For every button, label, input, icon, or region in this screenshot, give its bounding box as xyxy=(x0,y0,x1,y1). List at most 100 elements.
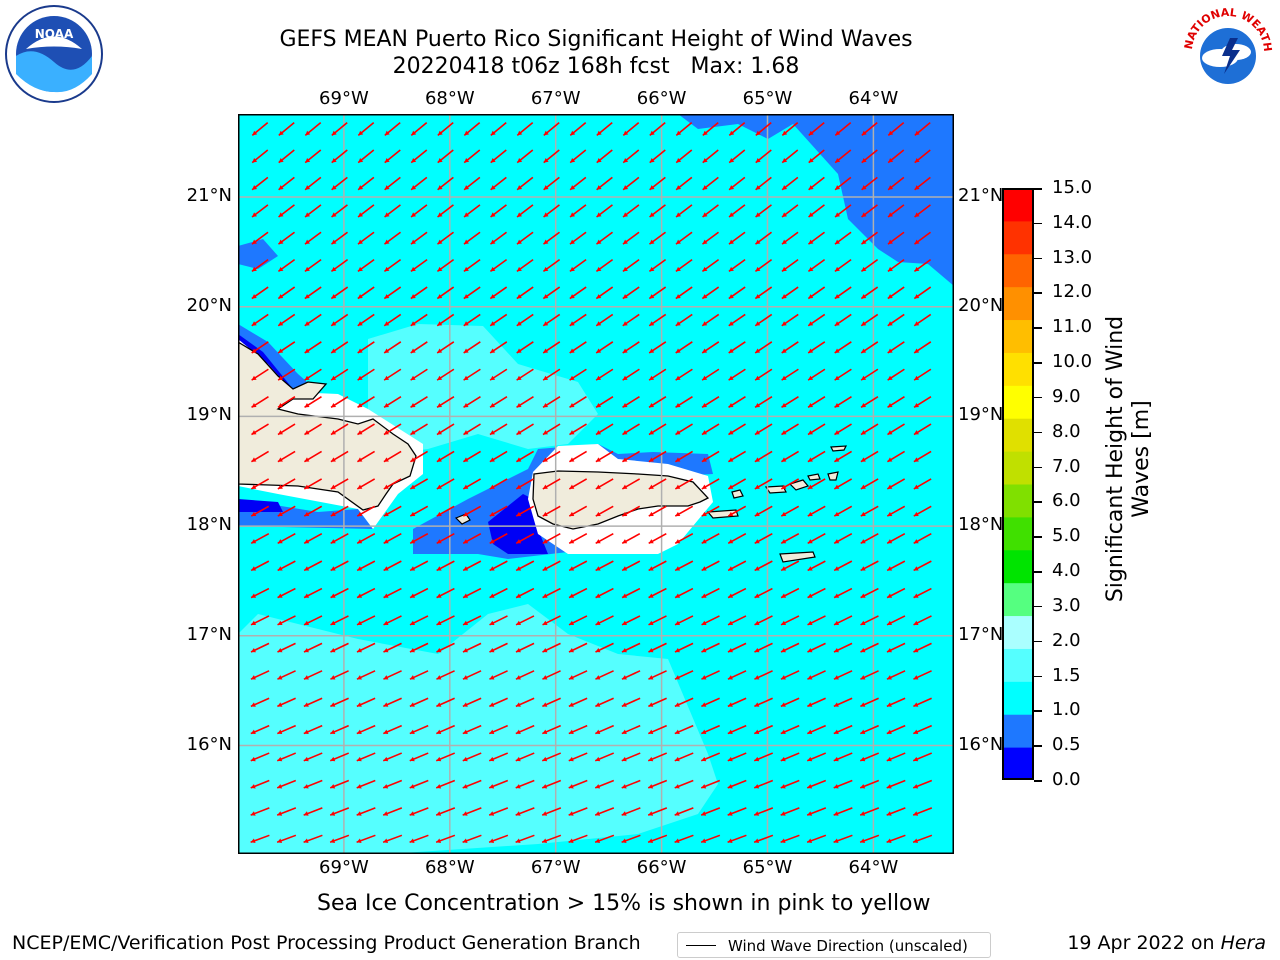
wave-direction-arrow xyxy=(834,341,852,354)
wave-direction-arrow xyxy=(833,587,853,599)
wave-direction-arrow xyxy=(833,533,853,544)
wave-direction-arrow xyxy=(357,122,375,136)
wave-direction-arrow xyxy=(648,231,667,245)
wave-direction-arrow xyxy=(727,670,747,680)
wave-direction-arrow xyxy=(727,752,747,762)
wave-direction-arrow xyxy=(515,642,535,653)
chart-title: GEFS MEAN Puerto Rico Significant Height… xyxy=(279,27,913,52)
wave-direction-arrow xyxy=(781,368,799,381)
wave-direction-arrow xyxy=(913,286,932,300)
wave-direction-arrow xyxy=(409,450,429,463)
colorbar-segment xyxy=(1002,451,1034,485)
wave-direction-arrow xyxy=(807,505,826,517)
wave-direction-arrow xyxy=(569,122,587,136)
wave-direction-arrow xyxy=(675,341,693,354)
wave-direction-arrow xyxy=(914,176,931,191)
colorbar-segment xyxy=(1002,484,1034,518)
wave-direction-arrow xyxy=(489,368,508,381)
wave-direction-arrow xyxy=(621,450,641,463)
wave-direction-arrow xyxy=(886,670,906,680)
wave-direction-arrow xyxy=(462,834,482,844)
wave-direction-arrow xyxy=(595,450,614,463)
wave-direction-arrow xyxy=(780,697,800,708)
wave-direction-arrow xyxy=(674,670,694,680)
wave-direction-arrow xyxy=(410,149,428,164)
wave-direction-arrow xyxy=(622,176,640,191)
colorbar-tick-mark xyxy=(1034,571,1042,573)
wave-direction-arrow xyxy=(728,423,746,436)
lat-tick-label-right: 18°N xyxy=(958,514,1004,536)
wave-direction-arrow xyxy=(701,533,720,544)
wave-direction-arrow xyxy=(435,779,456,789)
wave-direction-arrow xyxy=(489,560,508,572)
wave-direction-arrow xyxy=(569,204,587,218)
footer-right: 19 Apr 2022 on Hera xyxy=(1067,932,1266,954)
wave-direction-arrow xyxy=(542,533,561,544)
wave-direction-arrow xyxy=(913,697,932,708)
island-mona xyxy=(454,513,471,525)
colorbar-tick-label: 13.0 xyxy=(1052,246,1093,268)
wave-direction-arrow xyxy=(437,122,454,136)
wave-direction-arrow xyxy=(859,779,880,789)
wave-direction-arrow xyxy=(462,752,482,762)
wave-direction-arrow xyxy=(860,505,879,517)
wave-direction-arrow xyxy=(435,834,456,844)
wave-direction-arrow xyxy=(250,779,270,789)
wave-direction-arrow xyxy=(860,368,879,381)
wave-direction-arrow xyxy=(436,724,455,735)
colorbar-tick-label: 7.0 xyxy=(1052,455,1081,477)
wave-direction-arrow xyxy=(330,286,349,300)
wave-direction-arrow xyxy=(649,122,666,136)
lon-tick-label-bottom: 66°W xyxy=(636,857,687,878)
wave-direction-arrow xyxy=(489,670,508,680)
wave-direction-arrow xyxy=(727,450,747,463)
wave-direction-arrow xyxy=(648,615,667,626)
wave-direction-arrow xyxy=(541,752,562,762)
wave-direction-arrow xyxy=(303,505,323,517)
wave-direction-arrow xyxy=(647,807,668,816)
colorbar-tick-label: 0.0 xyxy=(1052,769,1081,790)
wave-direction-arrow xyxy=(913,313,932,327)
wave-direction-arrow xyxy=(886,533,906,544)
wave-direction-arrow xyxy=(515,752,535,762)
wave-direction-arrow xyxy=(622,341,640,354)
wave-direction-arrow xyxy=(515,587,535,599)
wave-direction-arrow xyxy=(410,258,428,273)
lat-tick-label-left: 21°N xyxy=(186,185,232,206)
wave-direction-arrow xyxy=(277,670,296,680)
wave-direction-arrow xyxy=(568,834,588,844)
colorbar-tick-label: 4.0 xyxy=(1052,560,1081,582)
wave-direction-arrow xyxy=(622,204,640,218)
colorbar-tick-mark xyxy=(1034,466,1042,469)
wave-direction-arrow xyxy=(727,724,747,735)
wave-direction-arrow xyxy=(595,560,614,572)
wave-direction-arrow xyxy=(674,642,694,653)
wave-direction-arrow xyxy=(463,423,481,436)
wave-direction-arrow xyxy=(780,807,800,816)
wave-direction-arrow xyxy=(648,505,667,517)
wave-direction-arrow xyxy=(304,204,322,218)
colorbar-tick-mark xyxy=(1034,745,1042,747)
colorbar-tick-label: 5.0 xyxy=(1052,525,1081,547)
wave-direction-arrow xyxy=(886,505,906,517)
chart-subtitle: 20220418 t06z 168h fcst Max: 1.68 xyxy=(392,54,800,79)
wave-direction-arrow xyxy=(754,505,773,517)
wave-direction-arrow xyxy=(595,341,614,354)
wave-direction-arrow xyxy=(490,149,507,164)
colorbar-segment xyxy=(1002,582,1034,617)
wave-direction-arrow xyxy=(727,779,747,789)
wave-direction-arrow xyxy=(728,149,746,164)
wave-direction-arrow xyxy=(728,204,746,218)
wave-direction-arrow xyxy=(621,478,641,490)
wave-direction-arrow xyxy=(436,587,455,599)
wave-direction-arrow xyxy=(886,834,906,844)
wave-direction-arrow xyxy=(569,368,587,381)
colorbar-label: Significant Height of Wind Waves [m] xyxy=(1103,289,1157,629)
wave-direction-arrow xyxy=(622,395,640,409)
wave-direction-arrow xyxy=(621,615,641,626)
wave-direction-arrow xyxy=(887,286,905,300)
wave-direction-arrow xyxy=(621,533,641,544)
wave-direction-arrow xyxy=(515,505,535,517)
wave-direction-arrow xyxy=(648,258,667,273)
wave-direction-arrow xyxy=(303,450,323,463)
